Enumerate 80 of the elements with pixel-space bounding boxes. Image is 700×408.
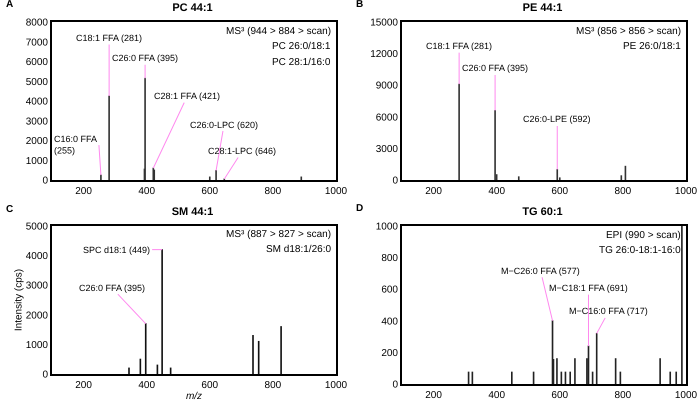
x-tick-label: 400 [138, 380, 156, 391]
y-tick-label: 1000 [26, 156, 48, 167]
annotation: C18:1 FFA (281) [76, 33, 142, 43]
y-tick-label: 0 [392, 176, 398, 186]
x-tick-label: 800 [264, 380, 282, 391]
y-tick-label: 5000 [26, 76, 48, 88]
y-tick-label: 12000 [370, 49, 398, 60]
text: C [6, 204, 14, 215]
x-tick-label: 400 [488, 390, 506, 401]
x-tick-label: 800 [614, 186, 632, 197]
x-tick-label: 1000 [324, 186, 348, 197]
annotation: C28:1-LPC (646) [208, 146, 276, 156]
y-tick-label: 600 [381, 284, 398, 296]
annotation: C26:0-LPC (620) [190, 120, 258, 130]
x-tick-label: 600 [201, 186, 219, 197]
y-tick-label: 0 [42, 370, 48, 380]
chart-title: SM 44:1 [172, 206, 214, 218]
y-tick-label: 800 [381, 253, 398, 264]
y-tick-label: 15000 [370, 18, 398, 28]
y-tick-label: 5000 [26, 222, 48, 232]
annotation: PE 26:0/18:1 [623, 41, 682, 52]
annotation: M−C26:0 FFA (577) [501, 266, 580, 276]
annotation: SM d18:1/26:0 [266, 244, 332, 255]
x-tick-label: 1000 [674, 390, 698, 401]
x-axis-title: m/z [186, 391, 202, 402]
y-tick-label: 8000 [26, 18, 48, 28]
annotation: C26:0 FFA (395) [462, 63, 528, 73]
annotation: EPI (990 > scan) [606, 230, 681, 241]
x-tick-label: 200 [425, 390, 442, 401]
y-tick-label: 4000 [26, 251, 48, 262]
annotation: MS³ (887 > 827 > scan) [226, 229, 332, 240]
chart-title: PC 44:1 [172, 2, 213, 14]
annotation: C16:0 FFA (255) [54, 134, 98, 156]
x-tick-label: 800 [614, 390, 632, 401]
x-tick-label: 1000 [324, 380, 348, 391]
chart-title: PE 44:1 [522, 2, 562, 14]
annotation: C26:0-LPE (592) [523, 114, 591, 124]
x-tick-label: 200 [75, 380, 92, 391]
annotation: MS³ (856 > 856 > scan) [576, 26, 682, 37]
y-tick-label: 1000 [376, 222, 398, 232]
annotation: PC 28:1/16:0 [272, 57, 331, 68]
y-tick-label: 2000 [26, 310, 48, 322]
x-tick-label: 600 [551, 390, 569, 401]
x-tick-label: 1000 [674, 186, 698, 197]
x-tick-label: 400 [488, 186, 506, 197]
y-tick-label: 0 [42, 176, 48, 186]
annotation: TG 26:0-18:1-16:0 [599, 245, 682, 256]
annotation: C26:0 FFA (395) [79, 283, 146, 293]
chart-title: TG 60:1 [522, 206, 563, 218]
x-tick-label: 600 [551, 186, 569, 197]
annotation: C26:0 FFA (395) [112, 53, 178, 63]
x-tick-label: 200 [75, 186, 92, 197]
annotation: M−C16:0 FFA (717) [569, 306, 648, 316]
y-axis-title: Intensity (cps) [13, 268, 24, 332]
annotation: SPC d18:1 (449) [83, 245, 150, 255]
text: B [356, 0, 364, 10]
y-tick-label: 7000 [26, 37, 48, 48]
y-tick-label: 400 [381, 316, 398, 328]
y-tick-label: 6000 [26, 57, 48, 68]
annotation: M−C18:1 FFA (691) [549, 283, 628, 293]
x-tick-label: 200 [425, 186, 442, 197]
x-tick-label: 400 [138, 186, 156, 197]
y-tick-label: 3000 [26, 116, 48, 128]
annotation: PC 26:0/18:1 [272, 41, 331, 52]
y-tick-label: 3000 [26, 280, 48, 292]
annotation: MS³ (944 > 884 > scan) [226, 26, 332, 37]
y-tick-label: 200 [381, 348, 398, 359]
y-tick-label: 0 [392, 380, 398, 390]
y-tick-label: 1000 [26, 340, 48, 351]
x-tick-label: 800 [264, 186, 282, 197]
text: A [6, 0, 14, 10]
y-tick-label: 2000 [26, 136, 48, 147]
x-tick-label: 600 [201, 380, 219, 391]
y-tick-label: 4000 [26, 96, 48, 108]
y-tick-label: 9000 [376, 80, 398, 92]
text: D [356, 203, 364, 214]
y-tick-label: 3000 [376, 144, 398, 155]
annotation: C28:1 FFA (421) [154, 91, 220, 101]
annotation: C18:1 FFA (281) [426, 41, 492, 51]
y-tick-label: 6000 [376, 112, 398, 124]
